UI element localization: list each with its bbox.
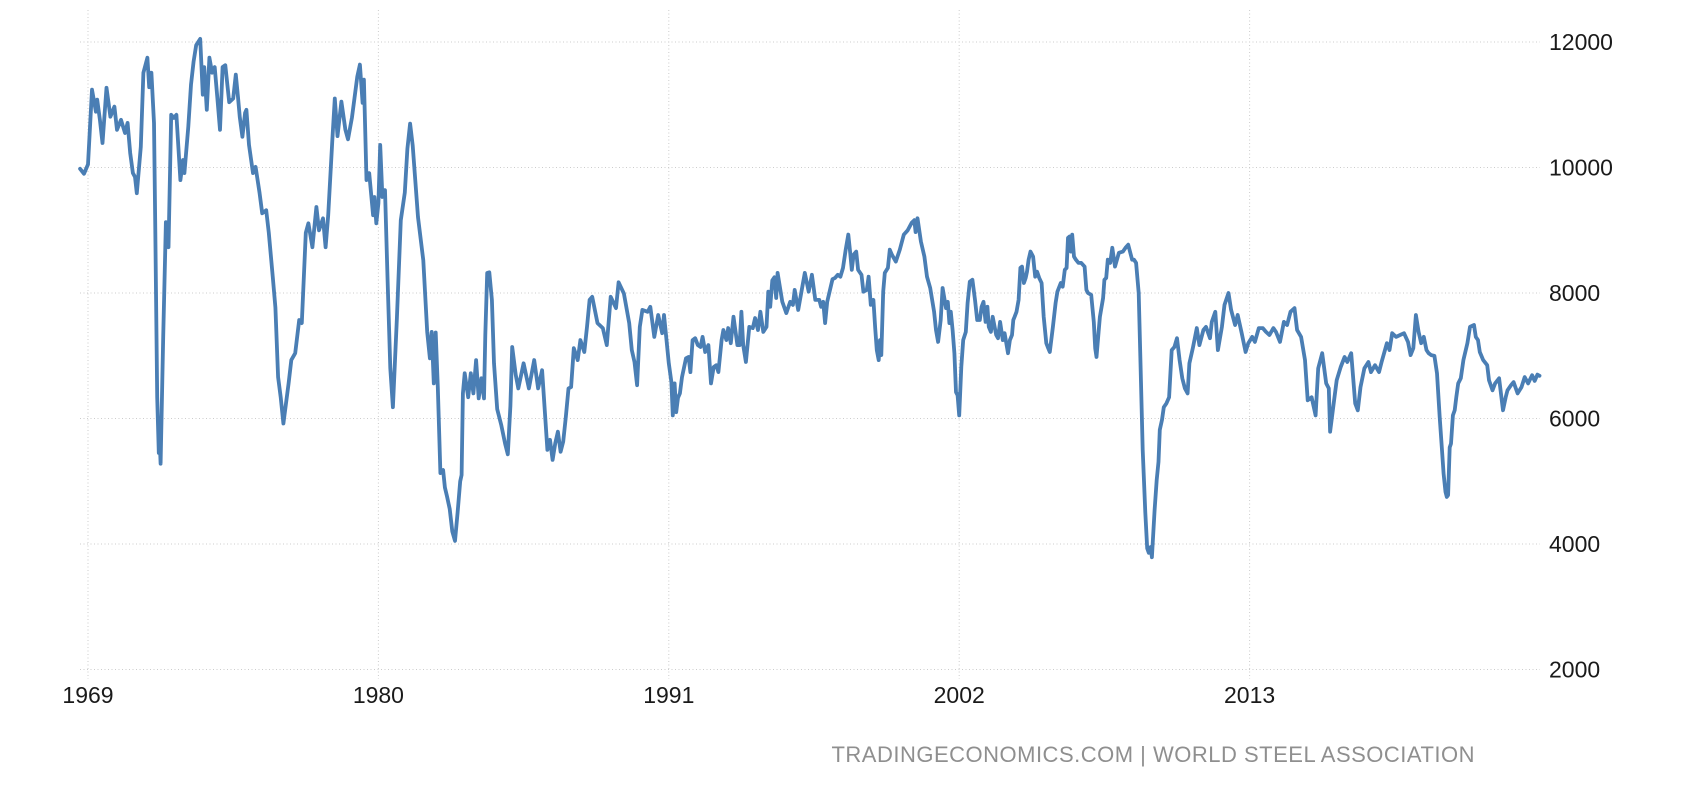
x-axis-label-2013: 2013 <box>1224 682 1275 708</box>
y-axis-label-12000: 12000 <box>1549 29 1613 55</box>
y-axis-label-10000: 10000 <box>1549 155 1613 181</box>
y-axis-label-2000: 2000 <box>1549 657 1600 683</box>
x-axis-label-2002: 2002 <box>934 682 985 708</box>
y-axis-label-4000: 4000 <box>1549 531 1600 557</box>
attribution-watermark: TRADINGECONOMICS.COM | WORLD STEEL ASSOC… <box>831 742 1475 767</box>
x-axis-label-1980: 1980 <box>353 682 404 708</box>
y-axis-label-8000: 8000 <box>1549 280 1600 306</box>
y-axis-label-6000: 6000 <box>1549 406 1600 432</box>
x-axis-label-1991: 1991 <box>643 682 694 708</box>
series-line <box>78 37 1542 560</box>
x-axis-label-1969: 1969 <box>62 682 113 708</box>
